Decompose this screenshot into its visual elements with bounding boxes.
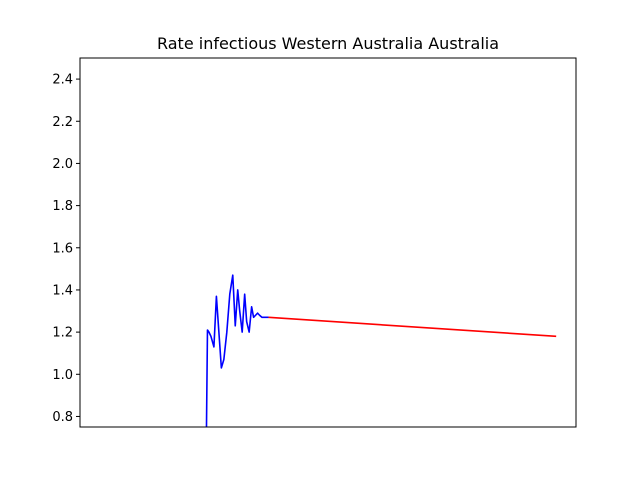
y-tick-label: 1.4: [52, 283, 73, 298]
y-tick-label: 2.2: [52, 115, 73, 130]
y-tick-label: 1.0: [52, 368, 73, 383]
plot-frame: [79, 57, 577, 428]
chart-title: Rate infectious Western Australia Austra…: [157, 34, 499, 53]
y-tick-label: 1.2: [52, 326, 73, 341]
y-tick-label: 2.4: [52, 73, 73, 88]
y-tick-label: 1.6: [52, 241, 73, 256]
y-tick-label: 0.8: [52, 410, 73, 425]
y-tick-label: 2.0: [52, 157, 73, 172]
series-layer: [205, 274, 557, 428]
series-line-2: [268, 316, 557, 338]
series-line-1: [205, 274, 269, 428]
y-tick-label: 1.8: [52, 199, 73, 214]
y-axis: 0.8 1.0 1.2 1.4 1.6 1.8 2.0 2.2 2.4: [52, 73, 80, 425]
